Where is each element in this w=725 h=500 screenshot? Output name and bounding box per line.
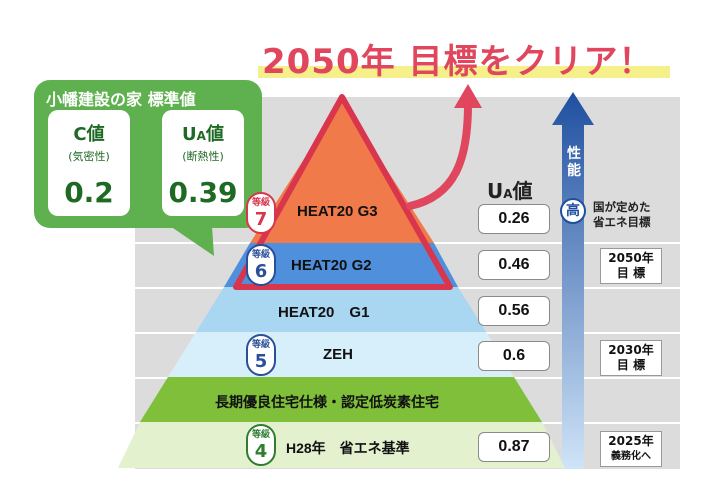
tier-label-zeh: ZEH: [323, 346, 353, 363]
ua-value-sub: (断熱性): [182, 150, 224, 163]
tier-shape-h28: [118, 422, 565, 468]
c-value: 0.2: [64, 176, 114, 209]
tier-label-h28: H28年 省エネ基準: [286, 440, 410, 456]
highlight-outline: [233, 94, 453, 290]
goal-arrow: [406, 100, 472, 210]
c-value-label: C値: [73, 124, 105, 145]
headline-highlight: [258, 66, 670, 78]
ua-value-g3: 0.26: [478, 204, 550, 234]
c-value-sub: (気密性): [68, 150, 110, 163]
grade-badge-7: 等級 7: [246, 192, 276, 234]
ua-value-label: UA値: [182, 124, 224, 145]
ua-value: 0.39: [168, 176, 238, 209]
bubble-tail: [170, 226, 214, 256]
ua-value-zeh: 0.6: [478, 341, 550, 371]
tier-shape-g1: [196, 287, 486, 332]
tier-label-g3: HEAT20 G3: [297, 203, 378, 220]
tier-label-g1: HEAT20 G1: [278, 304, 370, 321]
grade-badge-6: 等級 6: [246, 244, 276, 286]
tier-label-longterm: 長期優良住宅仕様・認定低炭素住宅: [215, 394, 439, 410]
c-value-card: C値 (気密性) 0.2: [48, 110, 130, 216]
ua-value-g2: 0.46: [478, 250, 550, 280]
ua-value-card: UA値 (断熱性) 0.39: [162, 110, 244, 216]
national-goal-label: 国が定めた 省エネ目標: [593, 200, 651, 229]
ua-column-header: UA値: [487, 179, 533, 203]
tier-label-g2: HEAT20 G2: [291, 257, 372, 274]
high-performance-badge: 高: [560, 198, 586, 224]
grade-badge-5: 等級 5: [246, 334, 276, 376]
target-2050: 2050年目 標: [600, 248, 662, 284]
target-2025: 2025年 義務化へ: [600, 431, 662, 467]
tier-shape-g3: [250, 100, 434, 243]
target-2030: 2030年目 標: [600, 340, 662, 376]
performance-arrow: [552, 92, 594, 469]
goal-arrow-head: [454, 84, 482, 108]
ua-value-h28: 0.87: [478, 432, 550, 462]
grade-badge-4: 等級 4: [246, 424, 276, 466]
performance-label: 性能: [567, 146, 581, 179]
tier-shape-g2: [224, 243, 458, 287]
tier-shape-longterm: [140, 377, 542, 422]
ua-value-g1: 0.56: [478, 296, 550, 326]
bubble-title: 小幡建設の家 標準値: [46, 90, 196, 109]
headline: 2050年 目標をクリア！: [262, 42, 654, 82]
